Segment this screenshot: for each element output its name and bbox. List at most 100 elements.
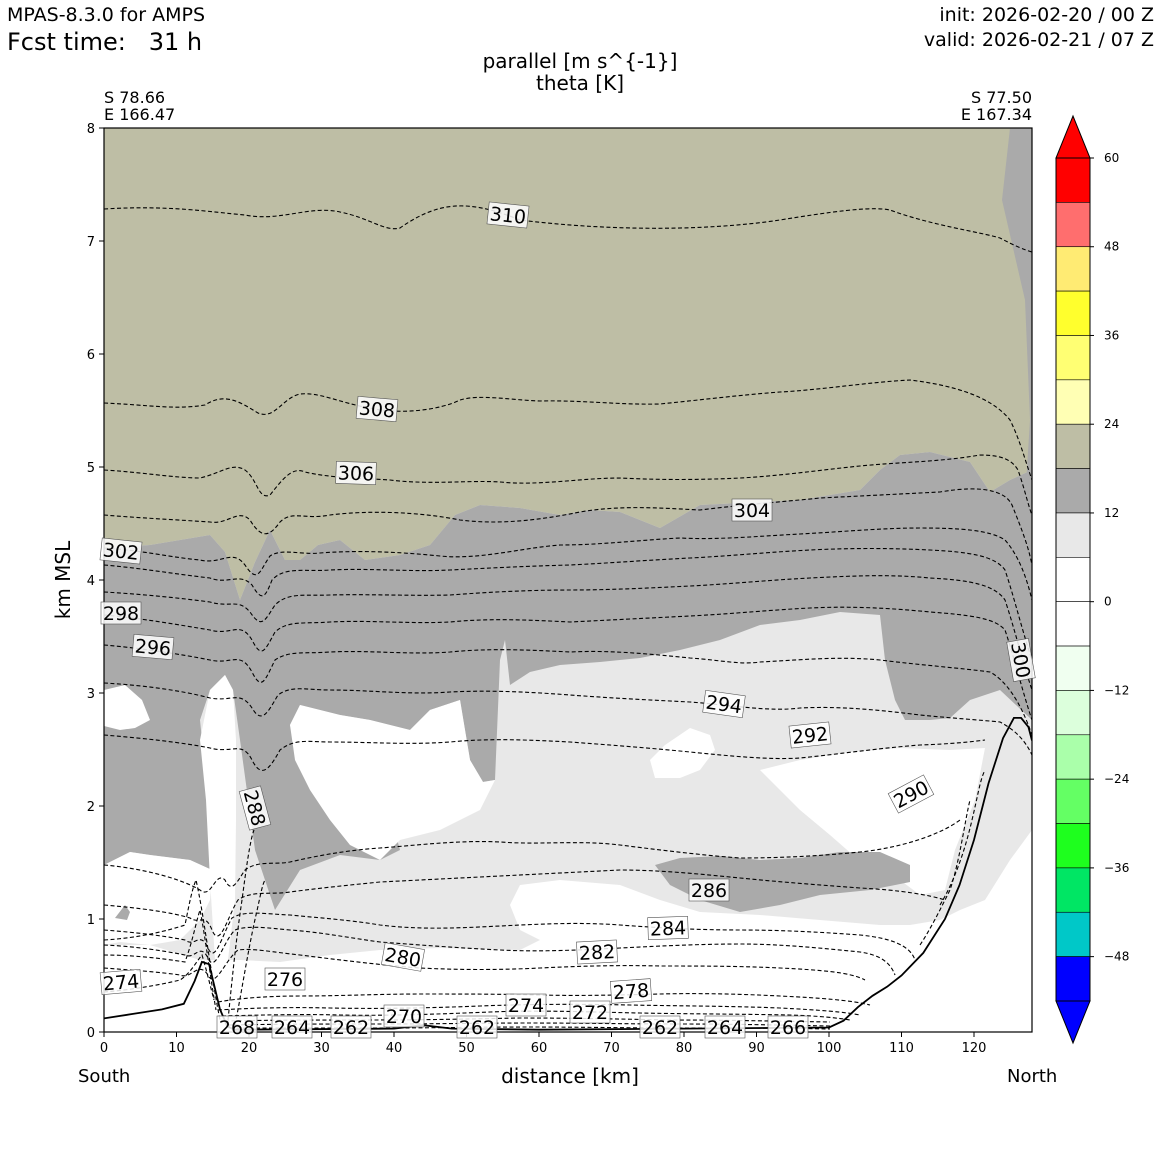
theta-contour-298 — [104, 575, 1032, 691]
colorbar-level — [1055, 423, 1091, 469]
chart-subtitle: theta [K] — [536, 71, 624, 95]
theta-contour-304 — [104, 488, 1032, 566]
valid-time: valid: 2026-02-21 / 07 Z — [923, 29, 1154, 51]
colorbar-level — [1055, 956, 1091, 1002]
x-axis: 0 10 20 30 40 50 60 70 80 90 100 110 120 — [100, 1032, 987, 1056]
svg-text:276: 276 — [267, 969, 303, 991]
contour-label-274-center: 274 — [505, 993, 547, 1017]
forecast-time-label: Fcst time: — [7, 28, 126, 56]
theta-contour-310 — [104, 205, 1032, 253]
svg-text:262: 262 — [459, 1017, 495, 1039]
theta-contour-valley-1 — [227, 829, 255, 1021]
colorbar-level — [1055, 202, 1091, 248]
theta-contour-layer — [104, 205, 1032, 1030]
colorbar-tick-label: 0 — [1104, 595, 1112, 609]
colorbar-tick-label: 60 — [1104, 151, 1119, 165]
svg-text:292: 292 — [791, 723, 829, 749]
contour-label-286: 286 — [688, 878, 730, 902]
colorbar-level — [1055, 690, 1091, 736]
svg-text:298: 298 — [103, 603, 139, 625]
svg-text:274: 274 — [102, 970, 140, 995]
contour-label-282: 282 — [576, 939, 618, 965]
svg-text:302: 302 — [102, 539, 140, 565]
colorbar-tick-label: −12 — [1104, 683, 1129, 697]
colorbar-level — [1055, 645, 1091, 691]
y-tick-label: 5 — [87, 461, 95, 476]
contour-label-306: 306 — [335, 460, 377, 486]
terrain-line — [104, 717, 1032, 1031]
colorbar-extend-max — [1055, 114, 1091, 159]
theta-contour-282 — [104, 926, 896, 976]
theta-contour-valley-2 — [234, 879, 266, 1026]
theta-contour-left-stack-3 — [104, 878, 221, 1021]
contour-label-262-b: 262 — [456, 1015, 498, 1039]
x-tick-label: 50 — [458, 1041, 475, 1056]
fill-white-mid-band — [290, 700, 495, 860]
forecast-time: Fcst time: 31 h — [7, 28, 202, 56]
fill-dark-gray-right-edge — [1002, 128, 1032, 700]
colorbar-level — [1055, 157, 1091, 203]
colorbar-frame — [1055, 157, 1091, 1002]
colorbar-level — [1055, 335, 1091, 381]
colorbar-tick-label: 48 — [1104, 240, 1119, 254]
endpoint-right-lat: S 77.50 — [970, 88, 1032, 107]
contour-label-262-a: 262 — [330, 1015, 372, 1039]
chart-title: parallel [m s^{-1}] — [482, 49, 678, 73]
theta-contour-292 — [104, 682, 1032, 756]
svg-text:264: 264 — [274, 1017, 310, 1039]
contour-label-304: 304 — [731, 498, 773, 522]
y-tick-label: 0 — [87, 1026, 95, 1041]
side-label-south: South — [78, 1066, 131, 1087]
side-label-north: North — [1007, 1066, 1058, 1087]
colorbar-level — [1055, 867, 1091, 913]
svg-text:264: 264 — [707, 1017, 743, 1039]
colorbar-level — [1055, 778, 1091, 824]
colorbar-level — [1055, 468, 1091, 514]
svg-text:270: 270 — [386, 1006, 422, 1028]
colorbar-level — [1055, 246, 1091, 292]
fill-white-lower-band — [104, 830, 1032, 1032]
theta-contour-right-slope-1 — [939, 769, 986, 906]
svg-text:278: 278 — [612, 980, 650, 1004]
colorbar-tick-label: 24 — [1104, 417, 1119, 431]
x-tick-label: 20 — [241, 1041, 258, 1056]
forecast-time-value: 31 h — [148, 28, 203, 56]
y-tick-label: 4 — [87, 574, 95, 589]
x-tick-label: 80 — [676, 1041, 693, 1056]
fill-white-bubble — [650, 728, 715, 778]
x-tick-label: 70 — [603, 1041, 620, 1056]
contour-label-262-c: 262 — [639, 1015, 681, 1039]
x-tick-label: 0 — [100, 1041, 108, 1056]
contour-label-264-right: 264 — [704, 1015, 746, 1039]
theta-contour-left-stack-2 — [104, 907, 217, 1011]
colorbar-level — [1055, 557, 1091, 602]
y-tick-label: 7 — [87, 235, 95, 250]
colorbar-tick-label: −36 — [1104, 861, 1129, 875]
svg-text:282: 282 — [578, 941, 615, 965]
contour-label-310: 310 — [486, 201, 530, 229]
svg-text:262: 262 — [642, 1017, 678, 1039]
svg-text:286: 286 — [691, 880, 727, 902]
contour-label-302: 302 — [99, 537, 143, 565]
contour-label-274-left: 274 — [99, 968, 143, 996]
colorbar-level — [1055, 911, 1091, 957]
model-title: MPAS-8.3.0 for AMPS — [7, 4, 206, 26]
y-tick-label: 6 — [87, 348, 95, 363]
contour-label-292: 292 — [788, 721, 832, 749]
x-tick-label: 100 — [817, 1041, 842, 1056]
colorbar-tick-label: 12 — [1104, 506, 1119, 520]
x-axis-label: distance [km] — [501, 1064, 639, 1088]
colorbar-tick-label: 36 — [1104, 328, 1119, 342]
contour-label-298: 298 — [100, 601, 142, 625]
x-tick-label: 120 — [962, 1041, 987, 1056]
svg-text:296: 296 — [134, 635, 172, 660]
x-tick-label: 10 — [168, 1041, 185, 1056]
colorbar-extend-min — [1055, 1000, 1091, 1045]
theta-contour-302 — [104, 527, 1032, 601]
contour-label-264-left: 264 — [271, 1015, 313, 1039]
contour-label-266: 266 — [767, 1015, 809, 1039]
y-axis: 0 1 2 3 4 5 6 7 8 — [87, 122, 104, 1041]
theta-contour-288 — [104, 819, 961, 893]
x-tick-label: 60 — [531, 1041, 548, 1056]
y-tick-label: 8 — [87, 122, 95, 137]
